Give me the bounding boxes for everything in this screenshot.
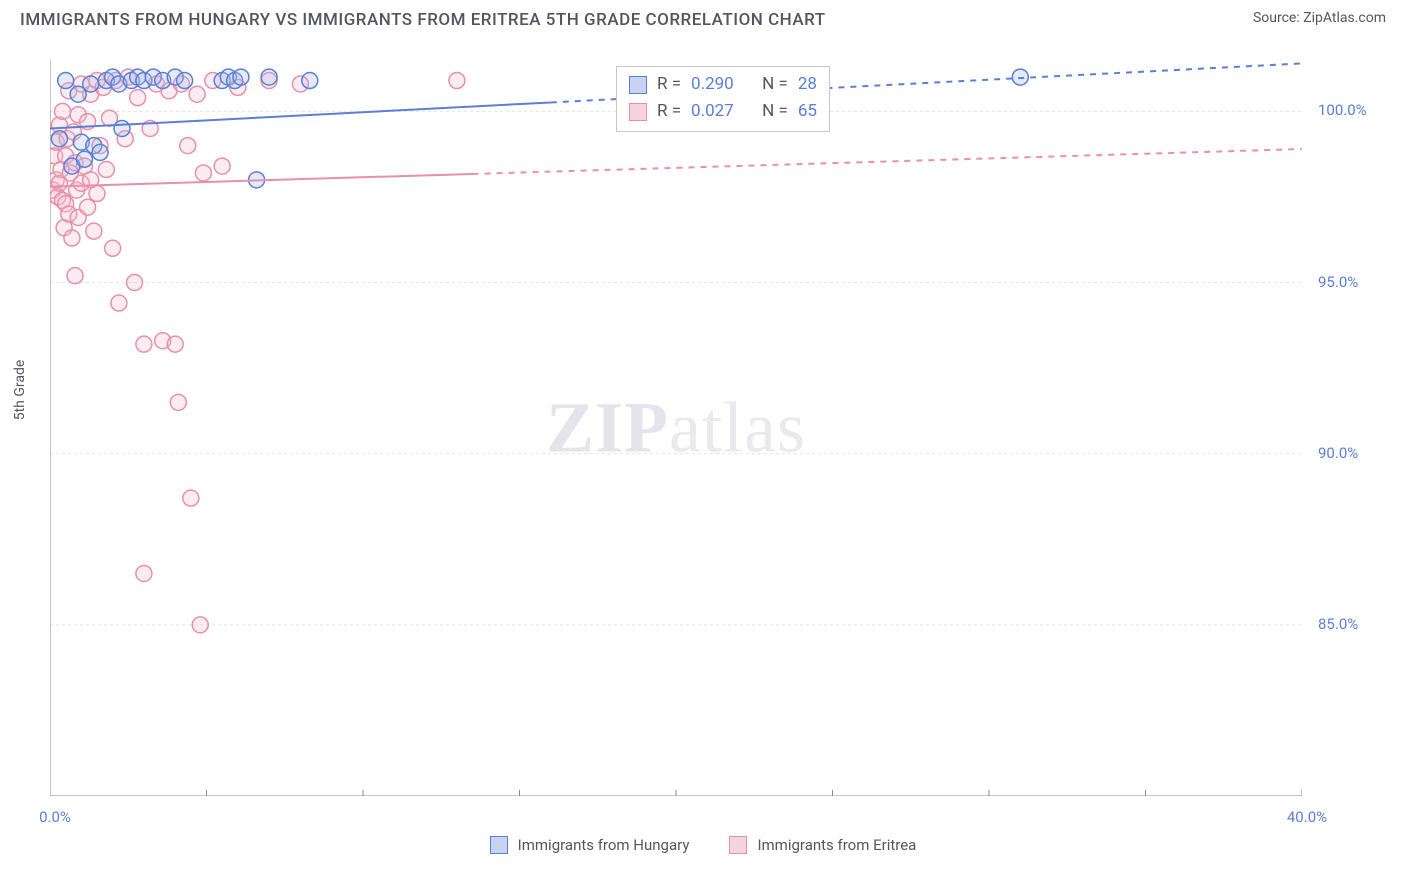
ytick-label: 85.0% xyxy=(1318,615,1398,633)
eritrea-swatch-icon xyxy=(629,103,647,121)
legend: Immigrants from Hungary Immigrants from … xyxy=(0,836,1406,854)
header: IMMIGRANTS FROM HUNGARY VS IMMIGRANTS FR… xyxy=(0,0,1406,36)
xtick-label: 0.0% xyxy=(25,808,85,826)
legend-hungary-label: Immigrants from Hungary xyxy=(518,836,690,854)
N-label: N = xyxy=(762,98,788,125)
ytick-label: 95.0% xyxy=(1318,273,1398,291)
xtick-label: 40.0% xyxy=(1277,808,1337,826)
legend-eritrea-label: Immigrants from Eritrea xyxy=(757,836,916,854)
watermark-bold: ZIP xyxy=(546,388,669,468)
N-label: N = xyxy=(762,71,788,98)
hungary-R: 0.290 xyxy=(691,71,734,98)
R-label: R = xyxy=(657,71,681,98)
eritrea-swatch-icon xyxy=(729,836,747,854)
source: Source: ZipAtlas.com xyxy=(1253,10,1386,26)
watermark-light: atlas xyxy=(669,388,806,468)
stats-row-hungary: R = 0.290 N = 28 xyxy=(629,71,817,98)
eritrea-R: 0.027 xyxy=(691,98,734,125)
chart-area: ZIPatlas 85.0%90.0%95.0%100.0% 0.0%40.0%… xyxy=(50,60,1302,796)
ytick-label: 90.0% xyxy=(1318,444,1398,462)
chart-title: IMMIGRANTS FROM HUNGARY VS IMMIGRANTS FR… xyxy=(20,10,826,30)
hungary-swatch-icon xyxy=(490,836,508,854)
source-label: Source: xyxy=(1253,10,1303,26)
eritrea-N: 65 xyxy=(798,98,817,125)
R-label: R = xyxy=(657,98,681,125)
source-name: ZipAtlas.com xyxy=(1303,10,1386,26)
watermark: ZIPatlas xyxy=(546,387,806,470)
y-axis-label: 5th Grade xyxy=(12,360,28,421)
ytick-label: 100.0% xyxy=(1318,101,1398,119)
hungary-N: 28 xyxy=(798,71,817,98)
legend-hungary: Immigrants from Hungary xyxy=(490,836,690,854)
legend-eritrea: Immigrants from Eritrea xyxy=(729,836,916,854)
stats-box: R = 0.290 N = 28 R = 0.027 N = 65 xyxy=(616,66,830,132)
hungary-swatch-icon xyxy=(629,76,647,94)
stats-row-eritrea: R = 0.027 N = 65 xyxy=(629,98,817,125)
